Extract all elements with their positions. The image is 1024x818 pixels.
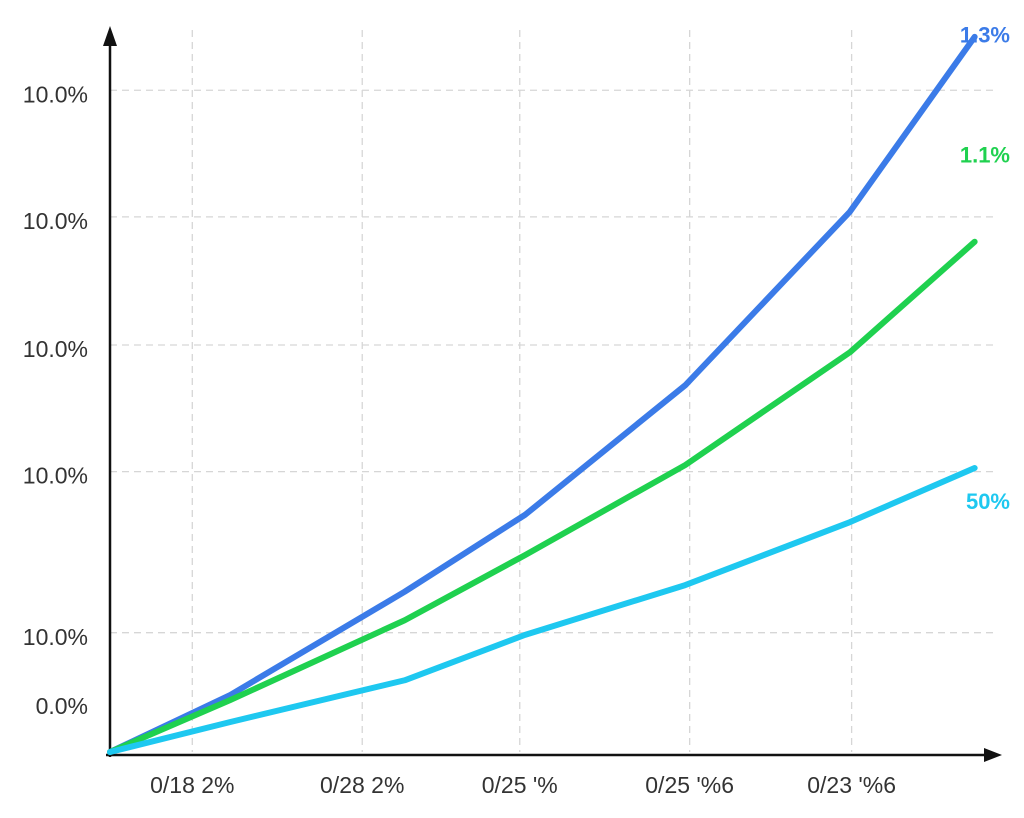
x-tick-label: 0/28 2%	[320, 772, 404, 798]
x-tick-label: 0/25 '%	[482, 772, 558, 798]
y-tick-label: 10.0%	[23, 336, 88, 362]
grid	[110, 30, 995, 752]
axes	[103, 26, 1002, 762]
y-axis-arrow	[103, 26, 117, 46]
y-tick-label: 0.0%	[36, 693, 88, 719]
series-line	[107, 33, 978, 755]
x-tick-label: 0/18 2%	[150, 772, 234, 798]
y-tick-label: 10.0%	[23, 463, 88, 489]
end-label: 1.3%	[960, 23, 1010, 48]
y-tick-label: 10.0%	[23, 624, 88, 650]
series-line	[107, 464, 978, 755]
x-tick-label: 0/25 '%6	[645, 772, 734, 798]
y-tick-label: 10.0%	[23, 208, 88, 234]
x-axis-arrow	[984, 748, 1002, 762]
end-label: 50%	[966, 489, 1010, 514]
labels: 0.0% 10.0% 10.0% 10.0% 10.0% 10.0% 0/18 2% 0/28…	[23, 23, 1010, 798]
lines	[107, 33, 978, 755]
series-line	[107, 238, 978, 755]
end-label: 1.1%	[960, 143, 1010, 168]
y-tick-label: 10.0%	[23, 81, 88, 107]
x-tick-label: 0/23 '%6	[807, 772, 896, 798]
